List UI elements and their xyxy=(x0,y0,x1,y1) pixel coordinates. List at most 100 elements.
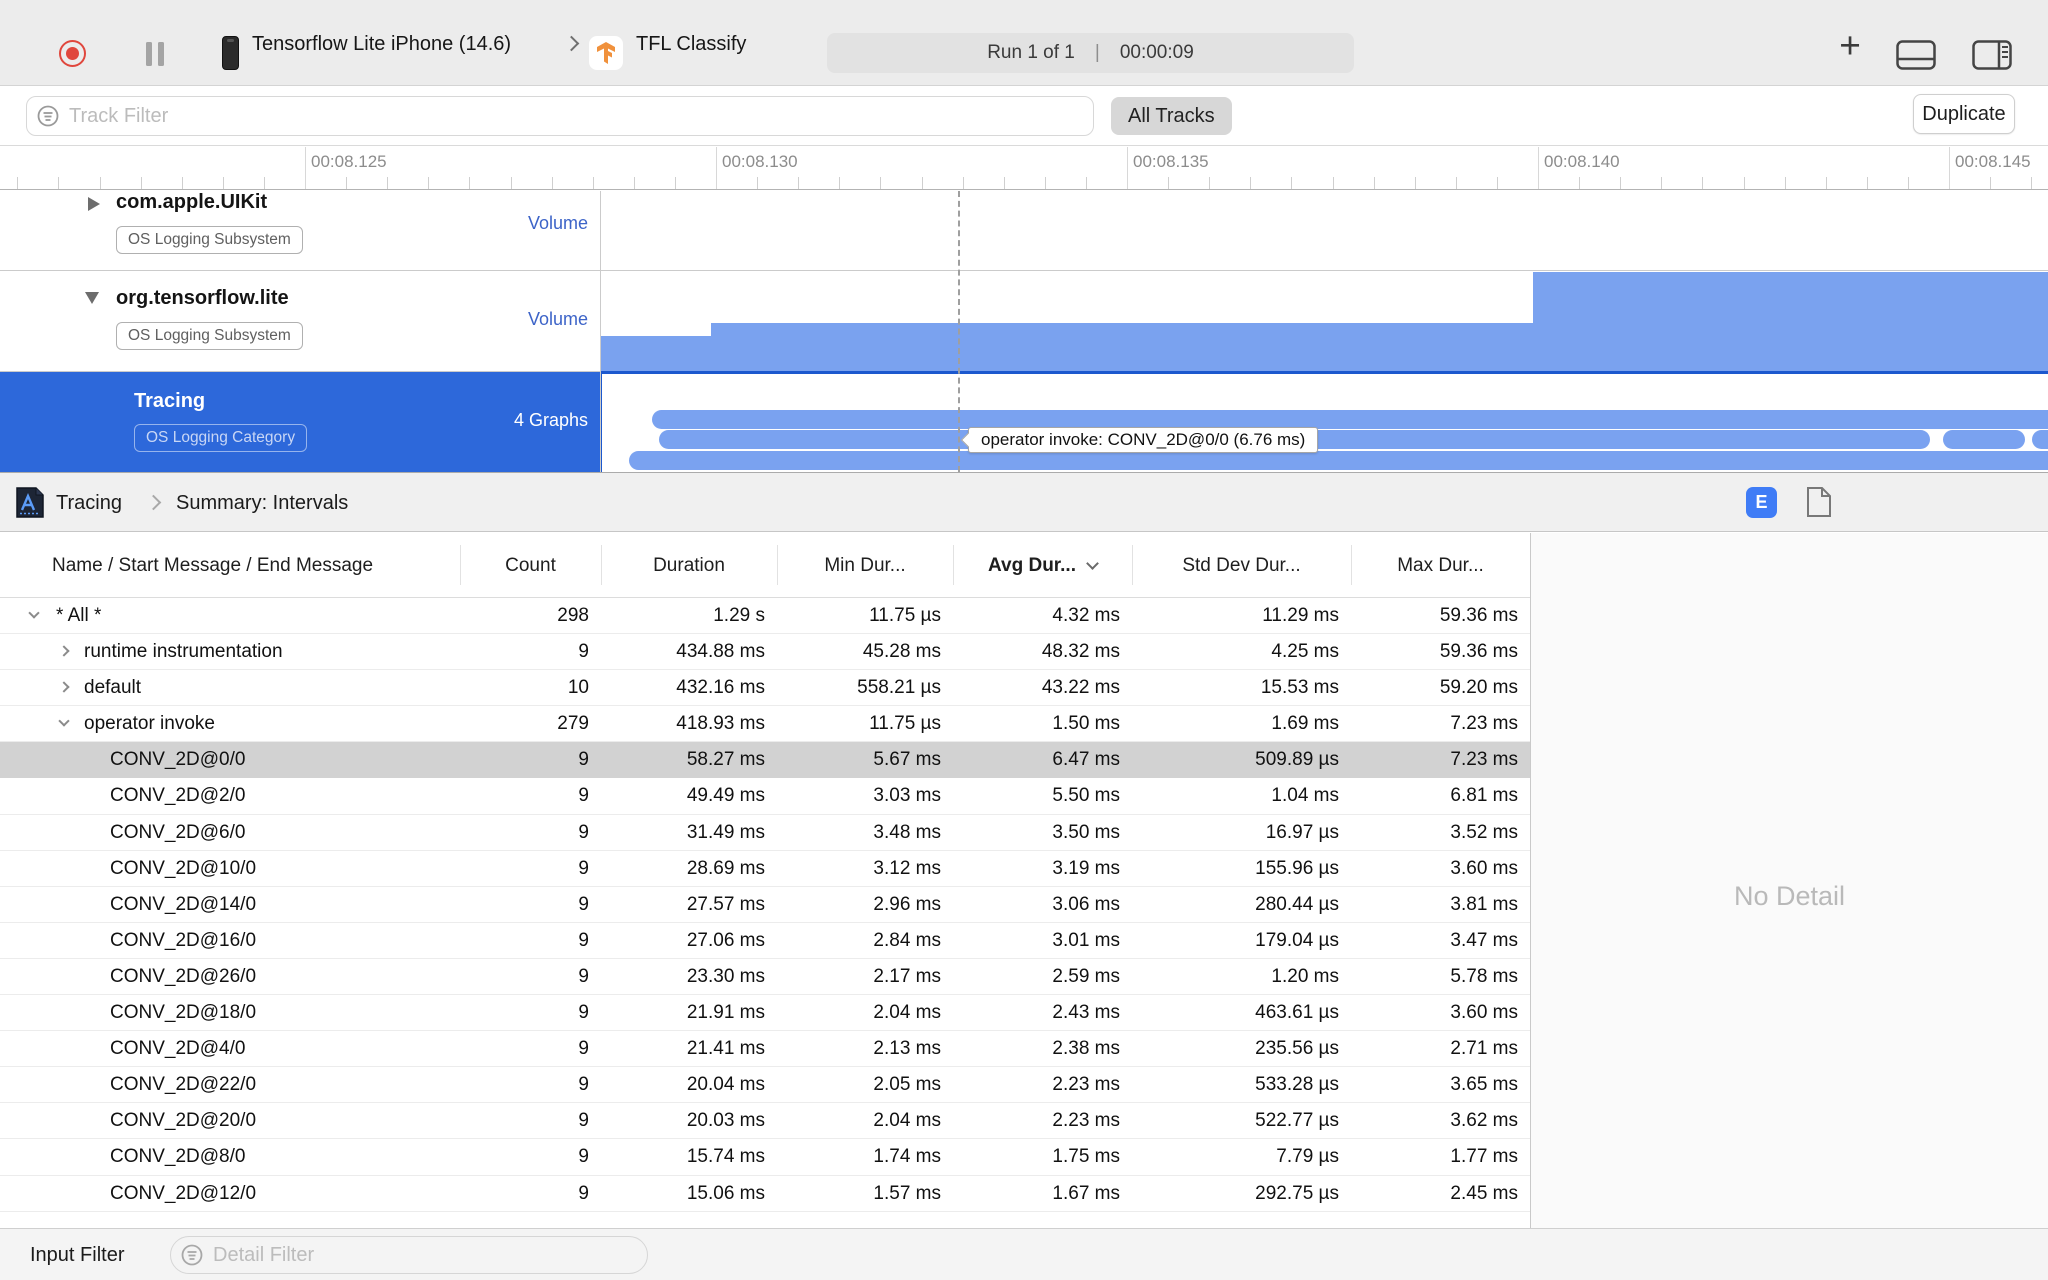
ruler-label: 00:08.130 xyxy=(722,152,798,171)
col-std-dev-dur[interactable]: Std Dev Dur... xyxy=(1182,555,1301,576)
cell-avg: 3.06 ms xyxy=(1052,893,1120,915)
playhead-line[interactable] xyxy=(958,191,960,472)
cell-avg: 3.50 ms xyxy=(1052,821,1120,843)
table-row[interactable]: operator invoke 279 418.93 ms 11.75 µs 1.50 … xyxy=(0,706,1530,743)
lane-label-uikit-volume[interactable]: Volume xyxy=(527,213,588,233)
document-icon[interactable] xyxy=(1806,486,1832,518)
table-row-selected[interactable]: CONV_2D@0/0 9 58.27 ms 5.67 ms 6.47 ms 509.89… xyxy=(0,742,1530,779)
col-avg-dur-label: Avg Dur... xyxy=(988,555,1076,576)
cell-std: 1.69 ms xyxy=(1271,713,1339,735)
row-chevron-expanded-icon[interactable] xyxy=(58,715,70,727)
table-row[interactable]: * All * 298 1.29 s 11.75 µs 4.32 ms 11.29 ms 5… xyxy=(0,598,1530,635)
ruler-minor-tick xyxy=(1168,177,1170,189)
table-row[interactable]: CONV_2D@6/0 9 31.49 ms 3.48 ms 3.50 ms 16.97 … xyxy=(0,815,1530,851)
cell-max: 3.60 ms xyxy=(1450,1002,1518,1024)
track-row-tracing-selected[interactable]: Tracing OS Logging Category 4 Graphs xyxy=(0,372,600,472)
table-row[interactable]: CONV_2D@20/0 9 20.03 ms 2.04 ms 2.23 ms 522.7… xyxy=(0,1103,1530,1140)
ruler-minor-tick xyxy=(551,177,553,189)
cell-duration: 23.30 ms xyxy=(686,965,765,987)
disclosure-collapsed-icon[interactable] xyxy=(88,197,100,211)
track-name-uikit[interactable]: com.apple.UIKit xyxy=(116,191,268,213)
col-min-dur[interactable]: Min Dur... xyxy=(824,555,906,576)
table-row[interactable]: runtime instrumentation 9 434.88 ms 45.28 m… xyxy=(0,634,1530,671)
track-filter-input[interactable] xyxy=(69,99,1085,133)
table-row[interactable]: CONV_2D@14/0 9 27.57 ms 2.96 ms 3.06 ms 280.4… xyxy=(0,887,1530,923)
breadcrumb-tracing[interactable]: Tracing xyxy=(56,492,122,514)
track-filter-field[interactable] xyxy=(26,96,1094,136)
run-label: Run 1 of 1 xyxy=(987,42,1075,63)
ruler-label: 00:08.125 xyxy=(311,152,387,171)
row-chevron-collapsed-icon[interactable] xyxy=(58,681,70,693)
ruler-minor-tick xyxy=(222,177,224,189)
col-max-dur[interactable]: Max Dur... xyxy=(1397,555,1484,576)
add-instrument-button[interactable]: + xyxy=(1839,25,1861,66)
table-row[interactable]: CONV_2D@8/0 9 15.74 ms 1.74 ms 1.75 ms 7.79 µ… xyxy=(0,1139,1530,1176)
cell-name: CONV_2D@10/0 xyxy=(110,857,257,879)
table-row[interactable]: CONV_2D@4/0 9 21.41 ms 2.13 ms 2.38 ms 235.56… xyxy=(0,1031,1530,1068)
cell-count: 9 xyxy=(578,641,589,663)
lane-label-tensorflow-volume[interactable]: Volume xyxy=(527,309,588,329)
run-time: 00:00:09 xyxy=(1119,42,1194,63)
duplicate-button[interactable]: Duplicate xyxy=(1913,94,2015,134)
col-name[interactable]: Name / Start Message / End Message xyxy=(52,555,374,576)
device-name[interactable]: Tensorflow Lite iPhone (14.6) xyxy=(252,33,512,55)
ruler-minor-tick xyxy=(1825,177,1827,189)
chevron-right-icon xyxy=(563,35,580,52)
col-count[interactable]: Count xyxy=(505,555,556,576)
all-tracks-button[interactable]: All Tracks xyxy=(1111,97,1232,135)
cell-min: 11.75 µs xyxy=(869,713,941,735)
record-icon[interactable] xyxy=(59,40,86,67)
cell-name: CONV_2D@20/0 xyxy=(110,1110,257,1132)
ruler-minor-tick xyxy=(58,177,60,189)
cell-duration: 58.27 ms xyxy=(686,749,765,771)
cell-count: 9 xyxy=(578,1074,589,1096)
cell-duration: 15.74 ms xyxy=(686,1146,765,1168)
ruler-minor-tick xyxy=(1620,177,1622,189)
filter-icon xyxy=(37,105,59,127)
ruler-minor-tick xyxy=(140,177,142,189)
table-row[interactable]: CONV_2D@26/0 9 23.30 ms 2.17 ms 2.59 ms 1.20 … xyxy=(0,959,1530,996)
cell-name: CONV_2D@8/0 xyxy=(110,1146,246,1168)
ruler-minor-tick xyxy=(1579,177,1581,189)
disclosure-expanded-icon[interactable] xyxy=(85,292,99,304)
cell-std: 4.25 ms xyxy=(1271,641,1339,663)
tracing-graph-area[interactable] xyxy=(600,371,2048,472)
chevron-right-icon xyxy=(145,494,162,511)
pause-icon[interactable] xyxy=(146,42,152,66)
row-chevron-collapsed-icon[interactable] xyxy=(58,645,70,657)
interval-tooltip: operator invoke: CONV_2D@0/0 (6.76 ms) xyxy=(960,427,1319,453)
detail-filter-input[interactable] xyxy=(213,1239,639,1271)
row-chevron-expanded-icon[interactable] xyxy=(28,607,40,619)
col-duration[interactable]: Duration xyxy=(653,555,725,576)
col-avg-dur-sorted[interactable]: Avg Dur... xyxy=(953,533,1132,598)
toggle-right-panel-icon[interactable] xyxy=(1972,40,2012,75)
track-name-tracing[interactable]: Tracing xyxy=(134,390,206,412)
cell-min: 1.57 ms xyxy=(873,1182,941,1204)
table-row[interactable]: default 10 432.16 ms 558.21 µs 43.22 ms 15.53… xyxy=(0,670,1530,707)
track-header-divider xyxy=(600,191,601,472)
record-dot-icon xyxy=(66,47,79,60)
cell-max: 6.81 ms xyxy=(1450,785,1518,807)
toggle-bottom-panel-icon[interactable] xyxy=(1896,40,1936,75)
table-row[interactable]: CONV_2D@10/0 9 28.69 ms 3.12 ms 3.19 ms 155.9… xyxy=(0,851,1530,887)
timeline-ruler[interactable]: 00:08.125 00:08.130 00:08.135 00:08.140 00:0… xyxy=(0,147,2048,190)
table-row[interactable]: CONV_2D@12/0 9 15.06 ms 1.57 ms 1.67 ms 292.7… xyxy=(0,1176,1530,1212)
pause-icon[interactable] xyxy=(158,42,164,66)
track-name-tensorflow[interactable]: org.tensorflow.lite xyxy=(116,287,289,309)
cell-duration: 20.04 ms xyxy=(686,1074,765,1096)
cell-min: 2.04 ms xyxy=(873,1110,941,1132)
table-row[interactable]: CONV_2D@22/0 9 20.04 ms 2.05 ms 2.23 ms 533.2… xyxy=(0,1067,1530,1104)
breadcrumb-summary-intervals[interactable]: Summary: Intervals xyxy=(176,492,349,514)
expert-info-button[interactable]: E xyxy=(1746,487,1777,518)
target-name[interactable]: TFL Classify xyxy=(636,33,747,55)
lane-label-tracing-graphs[interactable]: 4 Graphs xyxy=(513,410,588,430)
cell-duration: 28.69 ms xyxy=(686,857,765,879)
detail-filter-field[interactable] xyxy=(170,1236,648,1274)
ruler-minor-tick xyxy=(1743,177,1745,189)
table-row[interactable]: CONV_2D@16/0 9 27.06 ms 2.84 ms 3.01 ms 179.0… xyxy=(0,923,1530,959)
cell-duration: 21.91 ms xyxy=(686,1002,765,1024)
table-row[interactable]: CONV_2D@18/0 9 21.91 ms 2.04 ms 2.43 ms 463.6… xyxy=(0,995,1530,1032)
table-row[interactable]: CONV_2D@2/0 9 49.49 ms 3.03 ms 5.50 ms 1.04 m… xyxy=(0,778,1530,815)
cell-std: 179.04 µs xyxy=(1255,929,1339,951)
